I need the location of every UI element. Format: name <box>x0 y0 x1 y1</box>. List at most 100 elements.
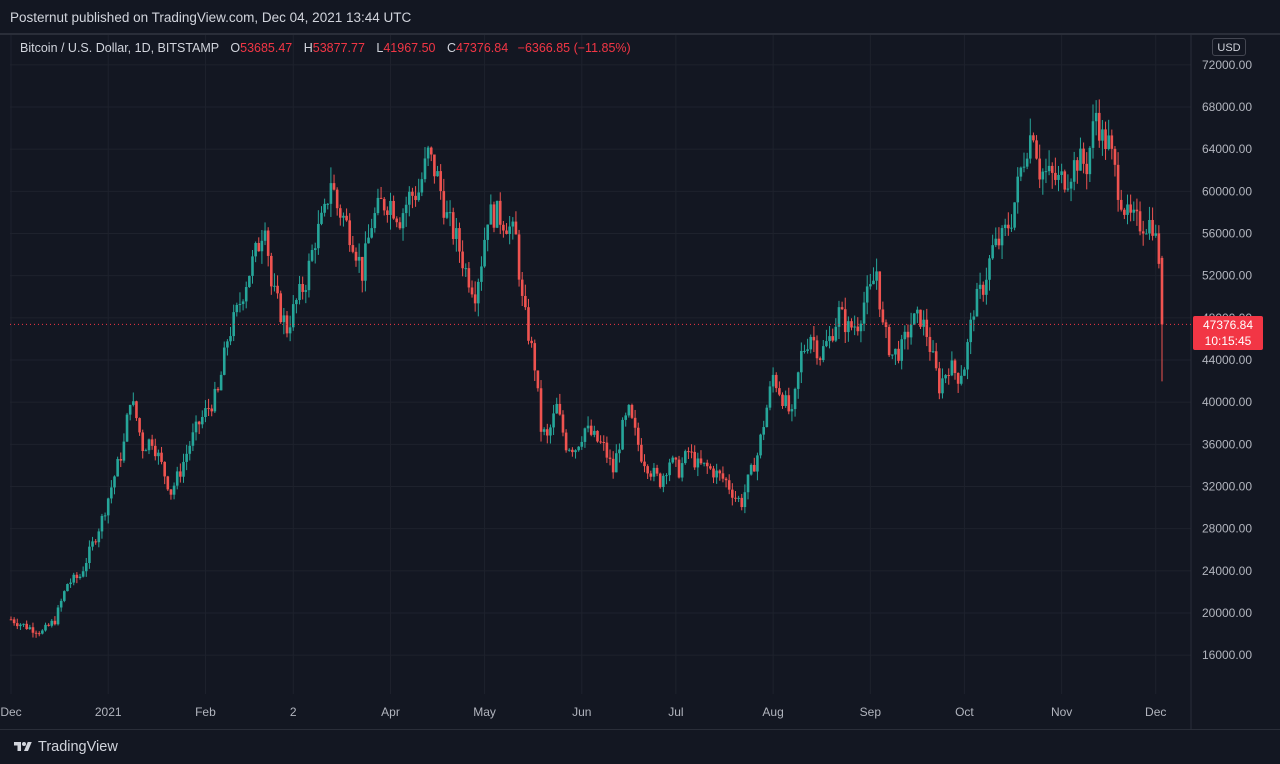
candle-body <box>213 388 217 412</box>
candle-body <box>25 623 28 630</box>
candle-body <box>1151 219 1154 236</box>
candle-body <box>461 251 464 269</box>
candle-body <box>580 441 584 447</box>
candle-body <box>693 451 697 468</box>
candle-body <box>640 444 643 462</box>
chart-frame[interactable] <box>0 34 1280 730</box>
candle-body <box>997 238 1001 246</box>
x-tick-label: Apr <box>381 705 400 719</box>
candle-body <box>1101 129 1104 141</box>
candle-body <box>138 418 141 433</box>
x-tick-label: 2 <box>290 705 297 719</box>
footer <box>0 730 1280 764</box>
candle-body <box>157 452 160 457</box>
symbol-name[interactable]: Bitcoin / U.S. Dollar, 1D, BITSTAMP <box>20 41 219 55</box>
candle-body <box>1057 174 1060 180</box>
candle-body <box>985 279 988 295</box>
candle-body <box>934 351 938 369</box>
candle-body <box>411 191 414 196</box>
candle-body <box>614 453 618 473</box>
candle-body <box>624 415 628 420</box>
candle-body <box>533 343 537 371</box>
candle-body <box>470 287 474 295</box>
candle-body <box>630 404 634 418</box>
candle-body <box>150 439 154 446</box>
candle-body <box>1129 204 1132 213</box>
candle-body <box>426 147 430 159</box>
candle-body <box>97 531 101 543</box>
candle-body <box>122 441 126 461</box>
open-value: 53685.47 <box>240 41 293 55</box>
candle-body <box>938 368 941 394</box>
candle-body <box>520 279 524 296</box>
candle-body <box>881 309 885 323</box>
y-axis: 16000.00 20000.00 24000.00 28000.00 32000.00… <box>1190 35 1252 730</box>
candle-body <box>825 341 828 347</box>
candle-body <box>166 476 170 490</box>
candle-body <box>75 574 79 578</box>
candle-body <box>828 336 831 342</box>
candle-body <box>204 408 207 417</box>
candle-body <box>1028 135 1032 159</box>
candle-body <box>135 401 138 419</box>
candle-body <box>398 222 402 229</box>
tradingview-brand[interactable]: TradingView <box>12 737 118 757</box>
candle-body <box>602 441 606 443</box>
candle-body <box>41 630 44 634</box>
candle-body <box>244 287 248 302</box>
candle-body <box>1032 135 1035 141</box>
candle-body <box>793 388 797 410</box>
open-key: O <box>230 41 241 55</box>
candle-body <box>266 230 270 256</box>
candle-body <box>596 430 599 442</box>
candle-body <box>241 301 245 304</box>
x-tick-label: Aug <box>762 705 783 719</box>
candle-body <box>1079 148 1082 171</box>
candle-body <box>552 413 555 428</box>
candle-body <box>182 461 185 477</box>
candle-body <box>674 457 678 460</box>
candle-body <box>655 467 659 474</box>
candle-body <box>925 319 929 337</box>
candle-body <box>856 326 860 332</box>
candle-body <box>1157 233 1161 264</box>
candle-body <box>417 192 421 201</box>
candle-body <box>834 326 838 341</box>
candle-body <box>712 468 715 478</box>
candle-body <box>1107 135 1110 150</box>
candle-body <box>37 633 41 635</box>
candle-body <box>486 224 490 240</box>
candle-body <box>78 576 82 578</box>
candle-body <box>423 158 427 180</box>
y-tick-label: 44000.00 <box>1202 353 1252 367</box>
candle-body <box>179 471 182 477</box>
top-bar: Posternut published on TradingView.com, … <box>0 0 1280 34</box>
candle-body <box>476 281 480 304</box>
candle-body <box>288 327 292 334</box>
candle-body <box>978 284 982 289</box>
candle-body <box>787 395 791 412</box>
candle-body <box>47 624 50 626</box>
candle-body <box>63 591 66 601</box>
candle-body <box>473 294 477 304</box>
x-tick-label: Jun <box>572 705 591 719</box>
close-key: C <box>446 41 457 55</box>
symbol-legend[interactable]: Bitcoin / U.S. Dollar, 1D, BITSTAMP O536… <box>20 41 631 55</box>
candle-body <box>56 607 60 625</box>
currency-button[interactable]: USD <box>1212 38 1246 56</box>
candle-body <box>941 378 944 394</box>
candle-body <box>671 457 675 463</box>
candle-body <box>19 624 22 627</box>
candle-body <box>1094 112 1098 122</box>
x-axis: Dec 2021 Feb 2 Apr May Jun Jul Aug Sep Oct Nov Dec <box>0 705 1166 719</box>
candle-body <box>1126 204 1129 215</box>
candle-body <box>966 342 969 370</box>
y-tick-label: 72000.00 <box>1202 58 1252 72</box>
candle-body <box>768 386 772 408</box>
candle-body <box>690 451 693 453</box>
candle-body <box>342 215 345 218</box>
candle-body <box>53 620 57 625</box>
candle-body <box>408 191 411 205</box>
candle-body <box>317 223 320 249</box>
